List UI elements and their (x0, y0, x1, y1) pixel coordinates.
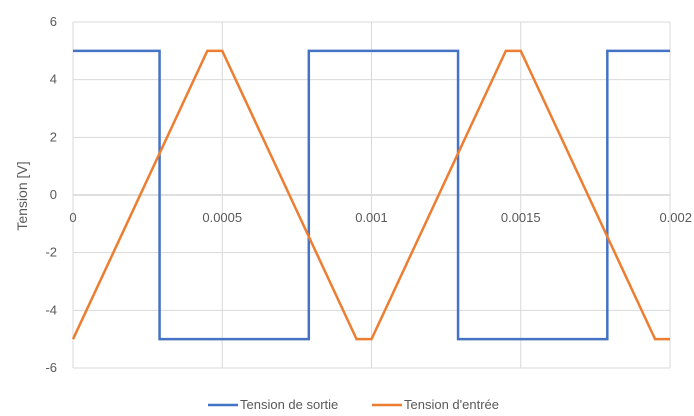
y-tick-label: -2 (45, 245, 57, 260)
y-tick-label: 2 (50, 129, 57, 144)
x-tick-label: 0.001 (355, 210, 388, 225)
y-tick-label: -4 (45, 302, 57, 317)
legend: Tension de sortie Tension d'entrée (208, 397, 499, 412)
y-axis-label: Tension [V] (14, 161, 30, 230)
y-tick-label: 0 (50, 187, 57, 202)
y-tick-label: -6 (45, 360, 57, 375)
y-tick-labels: 6 4 2 0 -2 -4 -6 (45, 14, 57, 375)
x-tick-label: 0.0005 (202, 210, 242, 225)
legend-label: Tension de sortie (240, 397, 338, 412)
series-lines (71, 49, 670, 341)
y-tick-label: 6 (50, 14, 57, 29)
x-tick-label: 0.0015 (501, 210, 541, 225)
legend-label: Tension d'entrée (404, 397, 499, 412)
x-tick-label: 0.002 (659, 210, 692, 225)
series-line-tension-de-sortie (73, 49, 670, 341)
y-tick-label: 4 (50, 72, 57, 87)
series-line-tension-d-entree (71, 49, 670, 341)
x-tick-labels: 0 0.0005 0.001 0.0015 0.002 (69, 210, 692, 225)
grid-lines (72, 21, 671, 369)
x-tick-label: 0 (69, 210, 76, 225)
